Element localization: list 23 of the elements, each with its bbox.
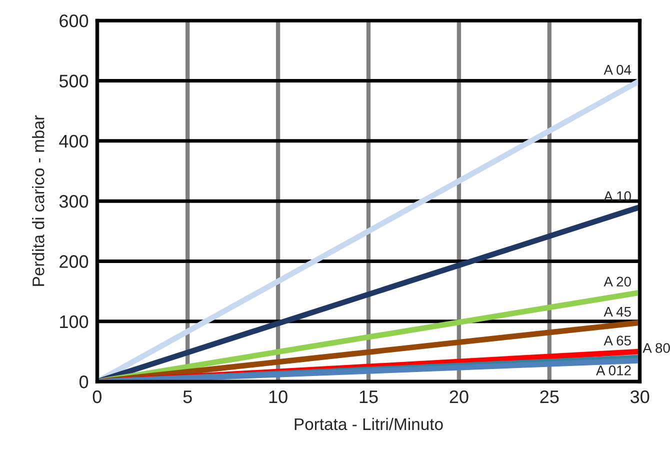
series-label: A 80 [642, 343, 670, 353]
x-axis-title: Portata - Litri/Minuto [294, 418, 443, 430]
series-label: A 04 [604, 64, 632, 75]
y-tick-label: 100 [60, 315, 88, 328]
series-label: A 65 [604, 336, 631, 346]
y-tick-label: 600 [60, 14, 88, 28]
series-label: A 10 [604, 191, 631, 202]
x-tick-label: 10 [269, 390, 288, 404]
x-tick-label: 15 [360, 390, 378, 404]
y-tick-label: 300 [59, 195, 88, 208]
y-axis-title: Perdita di carico - mbar [32, 115, 44, 286]
y-tick-label: 500 [59, 74, 88, 88]
y-tick-label: 400 [59, 134, 88, 148]
x-tick-label: 0 [92, 390, 102, 404]
y-tick-label: 0 [79, 376, 88, 388]
x-tick-label: 5 [183, 390, 192, 404]
series-label: A 20 [604, 276, 631, 287]
series-label: A 45 [604, 306, 631, 317]
series-label: A 012 [596, 366, 631, 376]
x-tick-label: 30 [630, 390, 650, 404]
x-tick-label: 25 [540, 390, 559, 404]
x-tick-label: 20 [450, 390, 468, 404]
y-tick-label: 200 [60, 255, 88, 268]
